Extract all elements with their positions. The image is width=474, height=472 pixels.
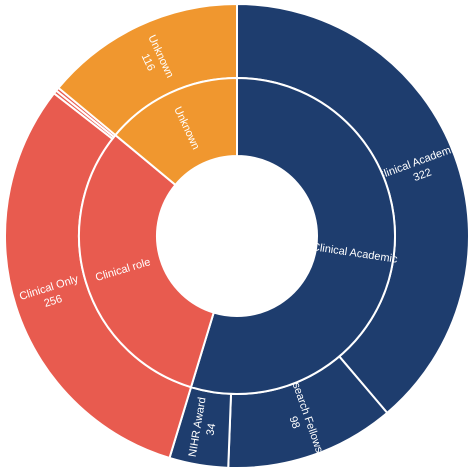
segment-value: 34 [205,422,219,436]
segment-value: 98 [287,415,302,431]
inner-segment [189,76,396,395]
segment-value: 322 [412,166,433,184]
segment-value: 256 [43,293,64,310]
inner-segment [78,133,215,389]
inner-segment [114,76,238,187]
